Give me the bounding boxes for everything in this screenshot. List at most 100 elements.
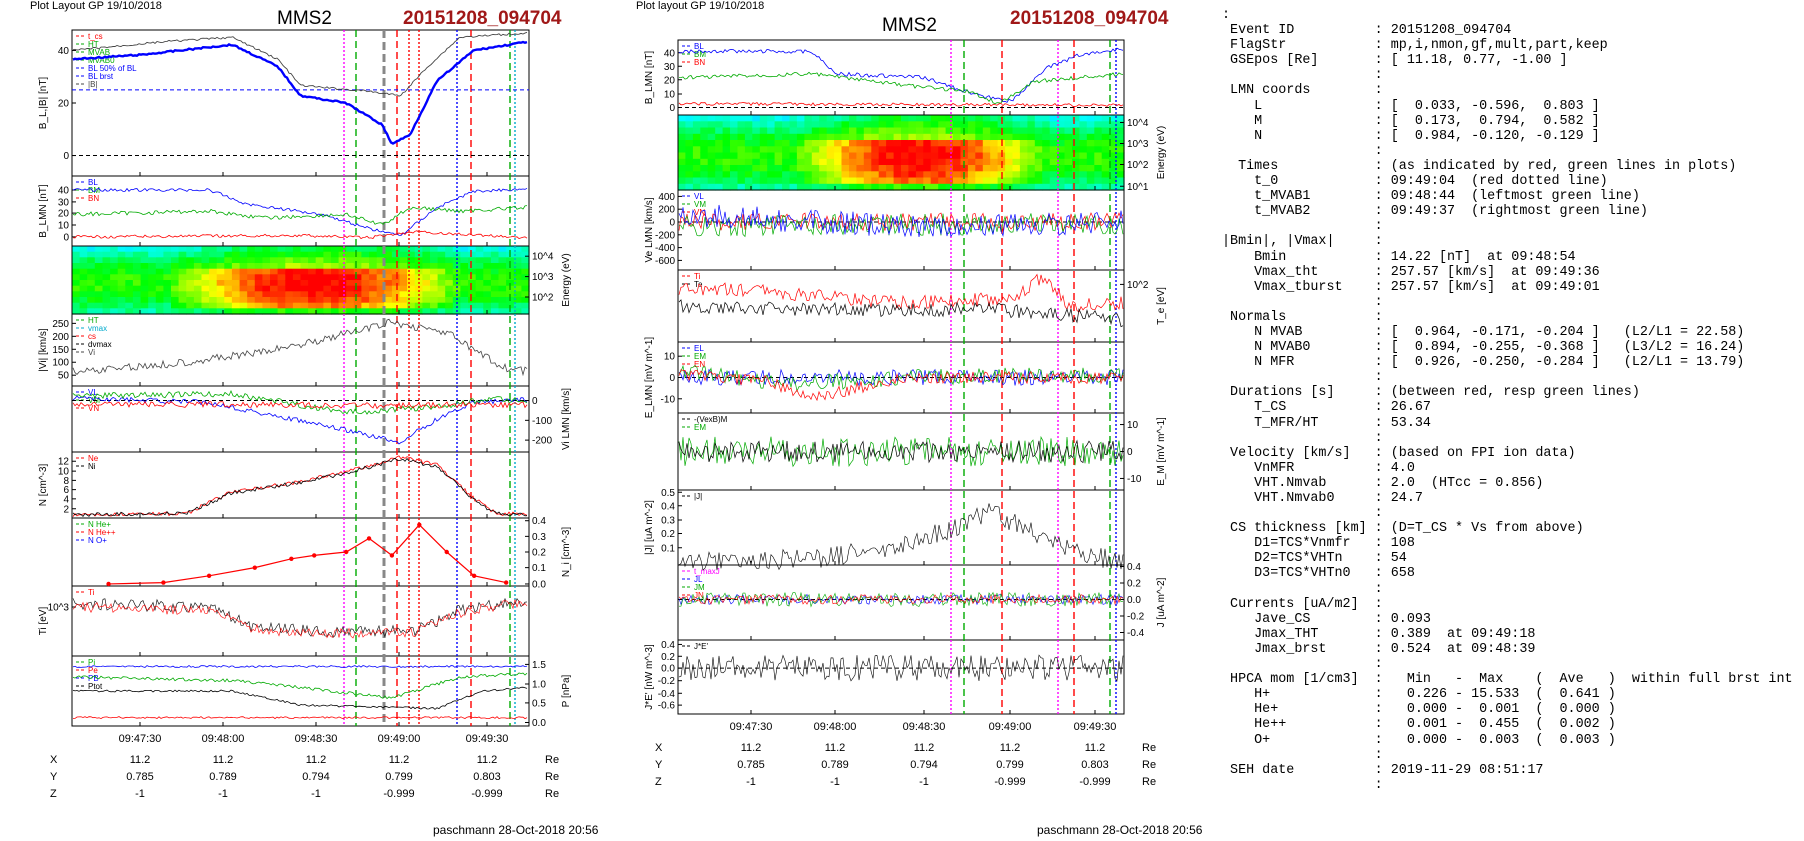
spectrogram-cell [1027,115,1036,122]
y-axis-label: Ve LMN [km/s] [644,197,655,262]
spectrogram-cell [834,171,843,179]
spectrogram-cell [178,280,187,287]
ephemeris-value: 11.2 [306,754,327,766]
spectrogram-cell [1034,152,1043,160]
spectrogram-cell [376,268,385,275]
he-plus-plus-point [444,549,449,555]
spectrogram-cell [1094,140,1103,147]
ephemeris-value: -1 [830,776,840,788]
spectrogram-cell [856,152,865,160]
spectrogram-cell [1005,115,1014,122]
spectrogram-cell [945,183,954,191]
spectrogram-cell [521,291,530,298]
spectrogram-cell [1027,133,1036,141]
spectrogram-cell [270,280,279,287]
spectrogram-cell [759,183,768,191]
info-line: Normals : [1222,309,1383,325]
spectrogram-cell [796,158,805,166]
y-tick-label: 0.1 [532,563,546,574]
spectrogram-cell [231,297,241,304]
spectrogram-cell [483,263,492,270]
y-tick-label: 0.0 [661,664,675,675]
spectrogram-cell [938,127,947,135]
spectrogram-cell [744,140,753,147]
ephemeris-row-label: X [655,742,663,754]
spectrogram-cell [391,285,401,292]
spectrogram-cell [292,274,302,281]
spectrogram-cell [878,121,887,129]
spectrogram-cell [224,274,233,281]
spectrogram-cell [1042,183,1051,191]
spectrogram-cell [953,127,961,135]
spectrogram-cell [117,297,126,304]
spectrogram-cell [338,274,347,281]
spectrogram-cell [384,246,393,253]
spectrogram-cell [1057,171,1066,179]
spectrogram-cell [811,177,820,185]
spectrogram-cell [231,251,241,258]
ephemeris-value: 0.794 [910,759,938,771]
spectrogram-cell [908,146,917,154]
spectrogram-cell [960,133,969,141]
spectrogram-cell [1064,171,1073,179]
bl-brst-trace [72,40,528,145]
spectrogram-cell [886,140,895,147]
spectrogram-cell [475,297,484,304]
spectrogram-cell [171,291,180,298]
spectrogram-cell [140,308,149,315]
spectrogram-cell [752,133,761,141]
spectrogram-cell [1109,121,1118,129]
spectrogram-cell [1049,133,1058,141]
spectrogram-cell [308,268,317,275]
spectrogram-cell [722,171,731,179]
spectrogram-cell [975,171,984,179]
spectrogram-cell [893,140,902,147]
spectrogram-cell [171,263,180,270]
spectrogram-cell [700,171,709,179]
spectrogram-cell [1101,140,1110,147]
spectrogram-cell [79,285,88,292]
spectrogram-cell [811,171,820,179]
spectrogram-cell [967,152,976,160]
spectrogram-cell [856,140,865,147]
ephemeris-row-label: Y [655,759,663,771]
info-line: t_0 : 09:49:04 (red dotted line) [1222,174,1608,190]
spectrogram-cell [692,165,701,172]
spectrogram-cell [483,274,492,281]
spectrogram-cell [414,257,423,264]
spectrogram-cell [930,115,939,122]
spectrogram-cell [79,308,88,315]
spectrogram-cell [759,127,768,135]
spectrogram-cell [513,280,522,287]
spectrogram-cell [856,127,865,135]
y-tick-label: 20 [58,209,70,220]
info-line: LMN coords : [1222,83,1383,99]
bl-trace [678,47,1124,103]
spectrogram-cell [767,158,776,166]
spectrogram-cell [140,274,149,281]
spectrogram-cell [722,121,731,129]
y-tick-label: 0.4 [661,640,675,651]
spectrogram-cell [715,146,724,154]
spectrogram-cell [893,152,902,160]
spectrogram-cell [201,246,210,253]
spectrogram-cell [789,121,798,129]
spectrogram-cell [513,251,522,258]
spectrogram-cell [886,127,895,135]
spectrogram-cell [752,115,761,122]
spectrogram-cell [300,251,309,258]
spectrogram-cell [125,280,134,287]
spectrogram-cell [923,171,932,179]
spectrogram-cell [193,302,203,309]
spectrogram-cell [1012,121,1021,129]
spectrogram-cell [262,308,271,315]
spectrogram-cell [231,308,241,315]
vi-magnitude-trace [72,318,528,377]
y-tick-label: 30 [58,197,70,208]
spectrogram-cell [430,268,439,275]
spectrogram-cell [193,280,203,287]
spectrogram-cell [369,308,378,315]
spectrogram-cell [262,246,271,253]
spectrogram-cell [774,121,783,129]
spectrogram-cell [308,297,317,304]
